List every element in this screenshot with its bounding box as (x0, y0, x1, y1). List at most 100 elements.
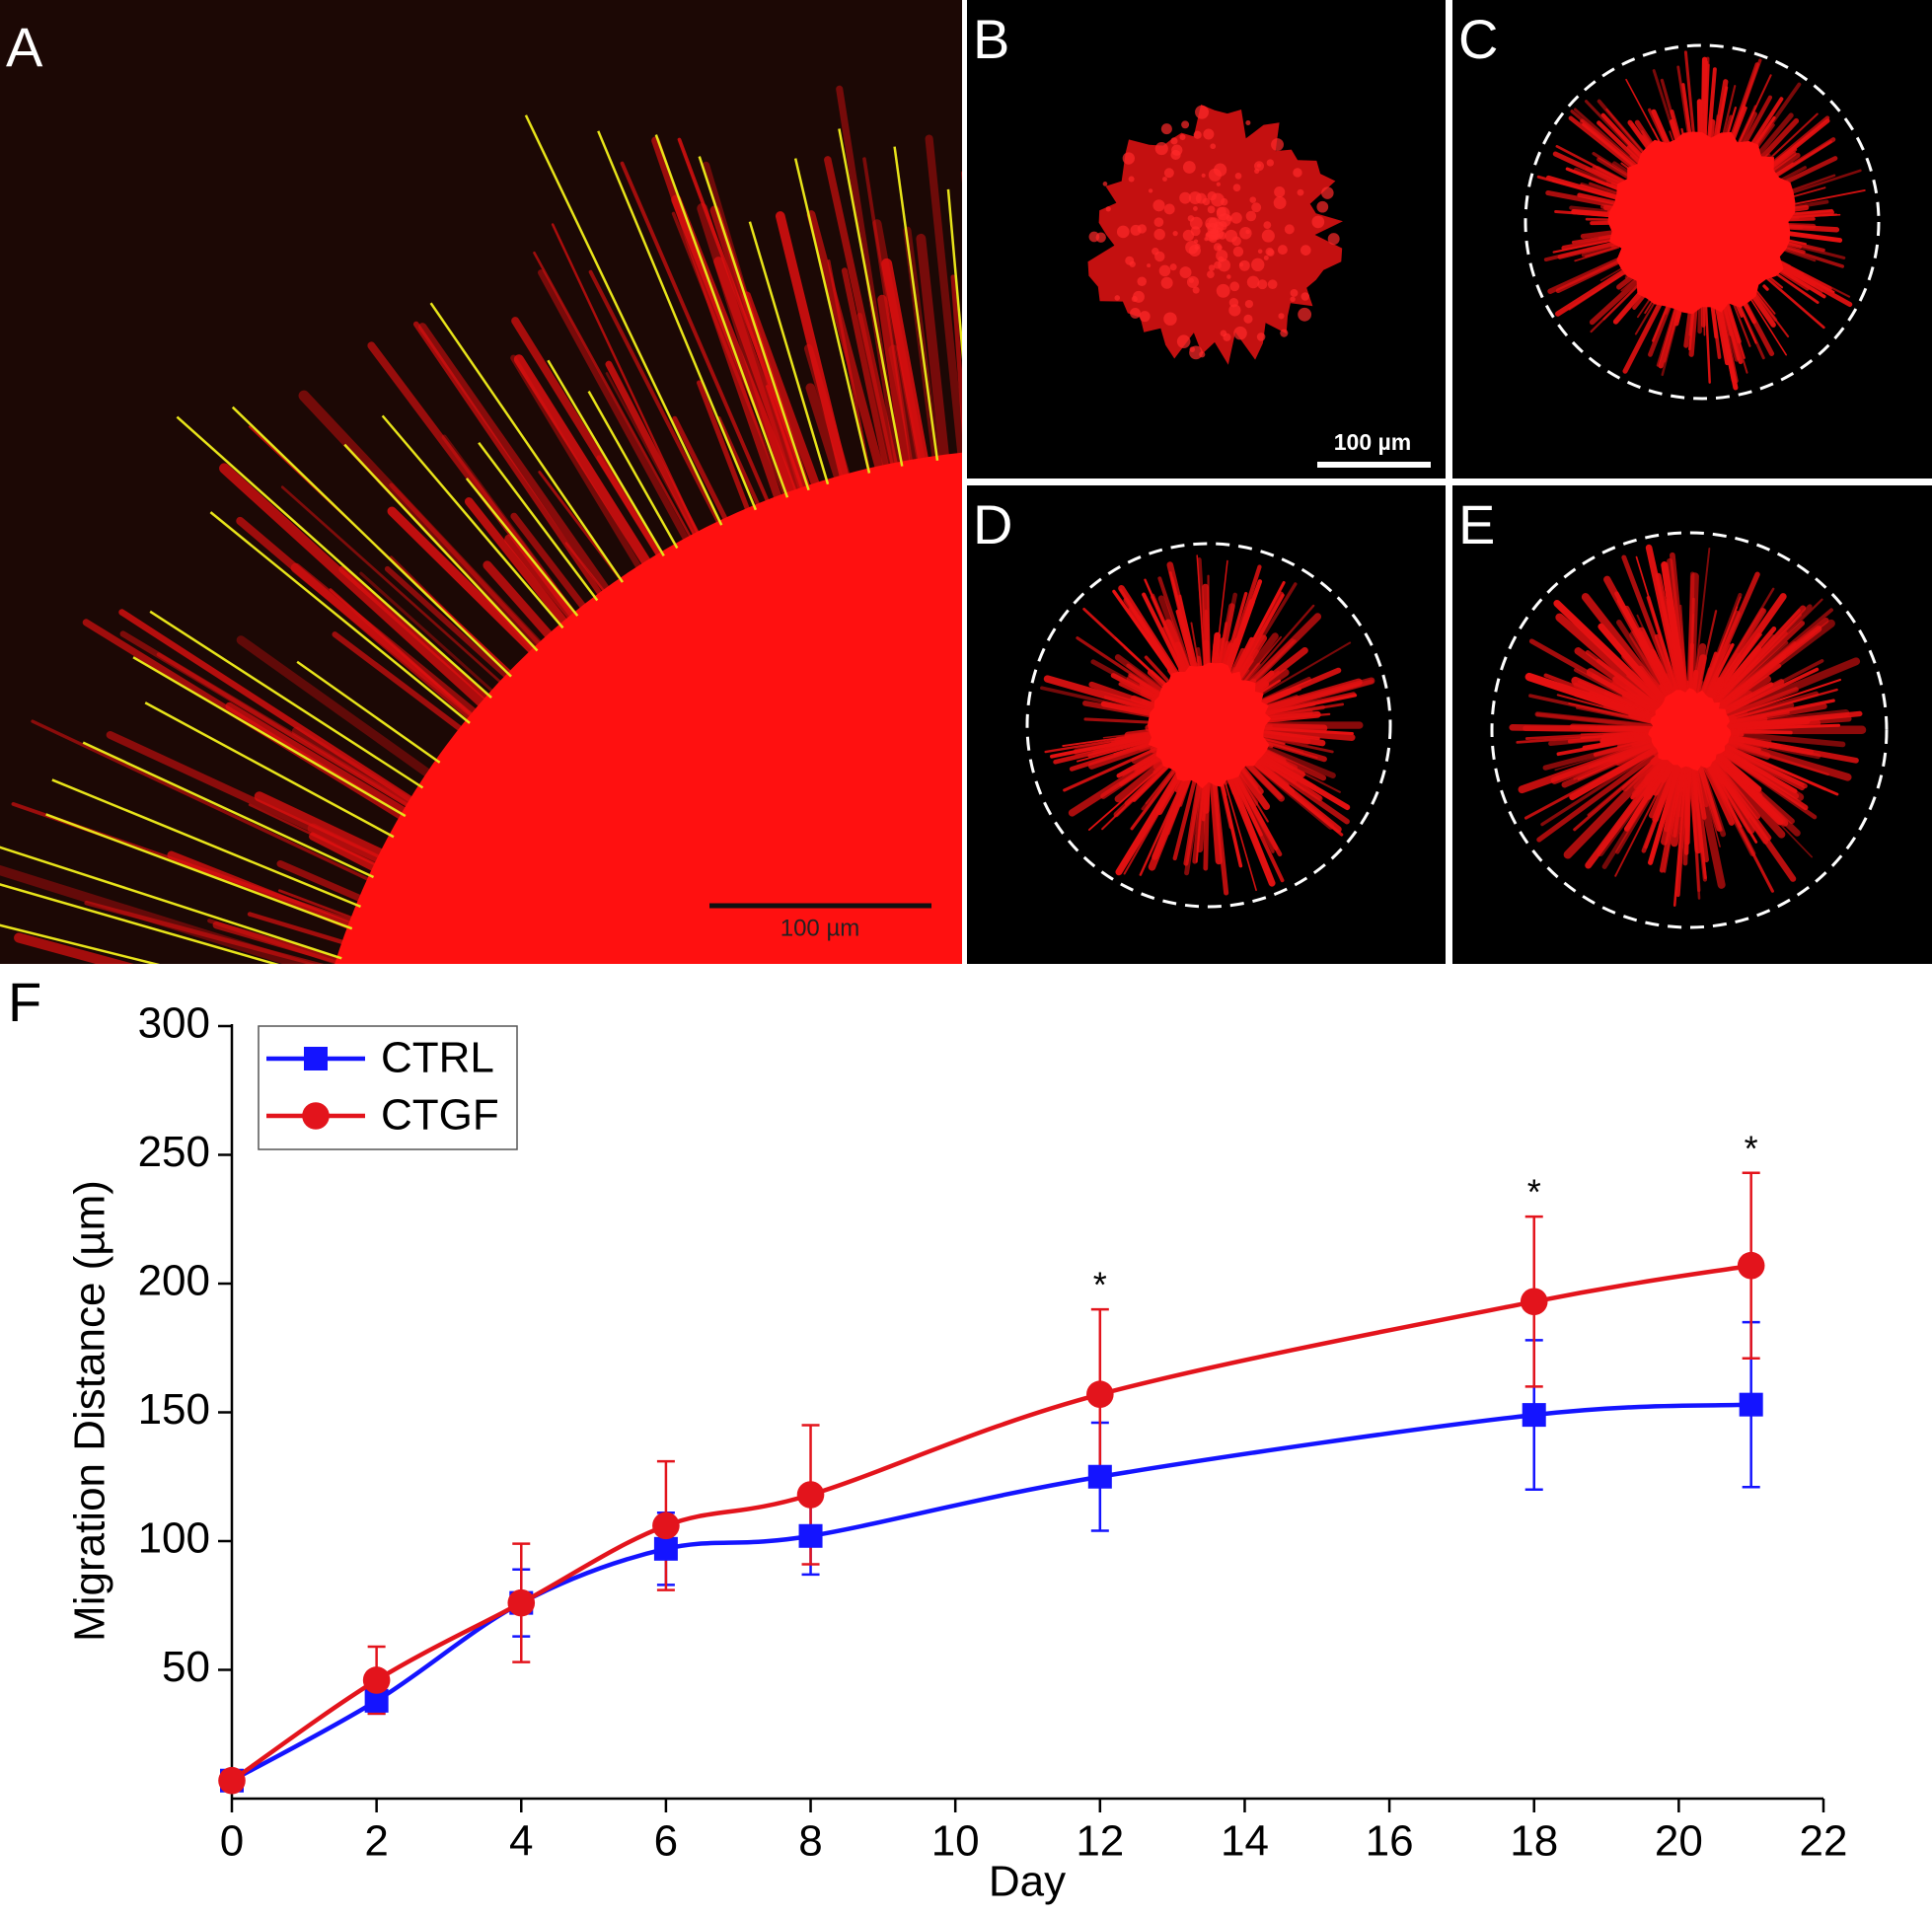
cell-strand (212, 921, 340, 964)
cell (1263, 255, 1269, 260)
cell (1256, 163, 1262, 168)
cell-strand (1226, 773, 1242, 808)
marker (218, 1766, 246, 1795)
cell-strand (1175, 609, 1197, 676)
cell-strand (1731, 298, 1751, 347)
y-axis-title: Migration Distance (µm) (66, 1180, 114, 1642)
cell-strand (389, 482, 541, 646)
cell (1154, 251, 1165, 262)
cell-strand (1772, 270, 1820, 304)
cell (1218, 256, 1225, 262)
cell (1193, 205, 1198, 211)
cell-strand (1552, 239, 1615, 254)
cell-strand (856, 313, 894, 467)
cell-strand (1703, 642, 1735, 701)
legend-box (258, 1025, 518, 1150)
scale-bar-label: 100 µm (1334, 429, 1411, 455)
cell-strand (803, 343, 851, 479)
cell (1226, 274, 1231, 279)
cell (1163, 312, 1177, 326)
cell (1114, 295, 1121, 301)
cell (1158, 264, 1171, 277)
cell-strand (1708, 608, 1833, 715)
measure-line (0, 923, 161, 964)
cell-strand (1598, 623, 1672, 708)
cell (1160, 276, 1173, 289)
cell-strand (483, 560, 554, 639)
cell-strand (1573, 108, 1649, 175)
cell-strand (309, 833, 377, 871)
cell-strand (1718, 741, 1827, 791)
cell (1163, 203, 1175, 215)
cell-strand (1213, 559, 1228, 684)
cell-strand (888, 344, 922, 465)
cell-strand (588, 269, 720, 524)
x-tick-label: 2 (364, 1817, 388, 1866)
measure-line (176, 415, 492, 700)
y-tick-label: 100 (138, 1514, 210, 1563)
cell-strand (1226, 777, 1235, 795)
cell (1244, 299, 1254, 309)
cell-strand (1172, 771, 1199, 861)
cell (1278, 313, 1285, 320)
panel-c (1523, 43, 1881, 401)
cell (1182, 161, 1196, 174)
cell-strand (1574, 647, 1672, 719)
outline-circle (1025, 542, 1392, 909)
cell-strand (1684, 763, 1692, 846)
cell-strand (1157, 595, 1193, 676)
measure-line (893, 146, 939, 461)
cell (1207, 270, 1215, 278)
cell (1284, 224, 1295, 235)
cell (1220, 197, 1228, 206)
legend-label: CTGF (381, 1091, 499, 1140)
cell (1220, 330, 1227, 337)
cell (1261, 229, 1275, 243)
cell-strand (1233, 773, 1283, 857)
cell (1316, 200, 1329, 213)
cell (1195, 192, 1207, 204)
marker (1522, 1403, 1546, 1428)
cell-strand (1534, 711, 1655, 729)
cell-strand (84, 900, 325, 964)
cell-strand (841, 267, 889, 468)
cell (1218, 258, 1230, 272)
panel-label: A (6, 16, 43, 78)
cell-strand (1542, 736, 1659, 771)
cell-strand (1192, 773, 1207, 864)
cell-strand (1196, 554, 1207, 678)
measure-line (0, 846, 342, 960)
cell (1234, 172, 1242, 180)
cell-strand (1131, 745, 1162, 765)
cell-strand (280, 485, 501, 683)
cell (1095, 232, 1106, 243)
x-tick-label: 8 (798, 1817, 822, 1866)
cell (1290, 296, 1296, 303)
cell-strand (1580, 731, 1652, 739)
x-tick-label: 14 (1221, 1817, 1269, 1866)
cell-strand (697, 380, 750, 511)
outline-circle (1523, 43, 1881, 401)
cell (1181, 120, 1190, 129)
cell-strand (862, 157, 913, 462)
panel-d (1025, 542, 1392, 909)
cell (1217, 245, 1223, 251)
cell-strand (1754, 112, 1794, 158)
cell (1193, 130, 1202, 139)
cell (1274, 186, 1286, 198)
cell (1225, 229, 1238, 243)
cell-strand (538, 269, 689, 542)
cell-strand (709, 205, 810, 491)
cell (1169, 263, 1177, 271)
panel-label: E (1458, 493, 1495, 555)
cell (1137, 276, 1148, 287)
measure-line (296, 660, 441, 764)
cell-strand (1699, 608, 1767, 712)
cell (1122, 152, 1135, 165)
cell-strand (1224, 778, 1257, 892)
measure-line (82, 741, 375, 879)
cell-strand (219, 463, 486, 707)
measure-line (381, 414, 564, 629)
panel-label: B (973, 8, 1009, 70)
cell-strand (1720, 703, 1827, 727)
